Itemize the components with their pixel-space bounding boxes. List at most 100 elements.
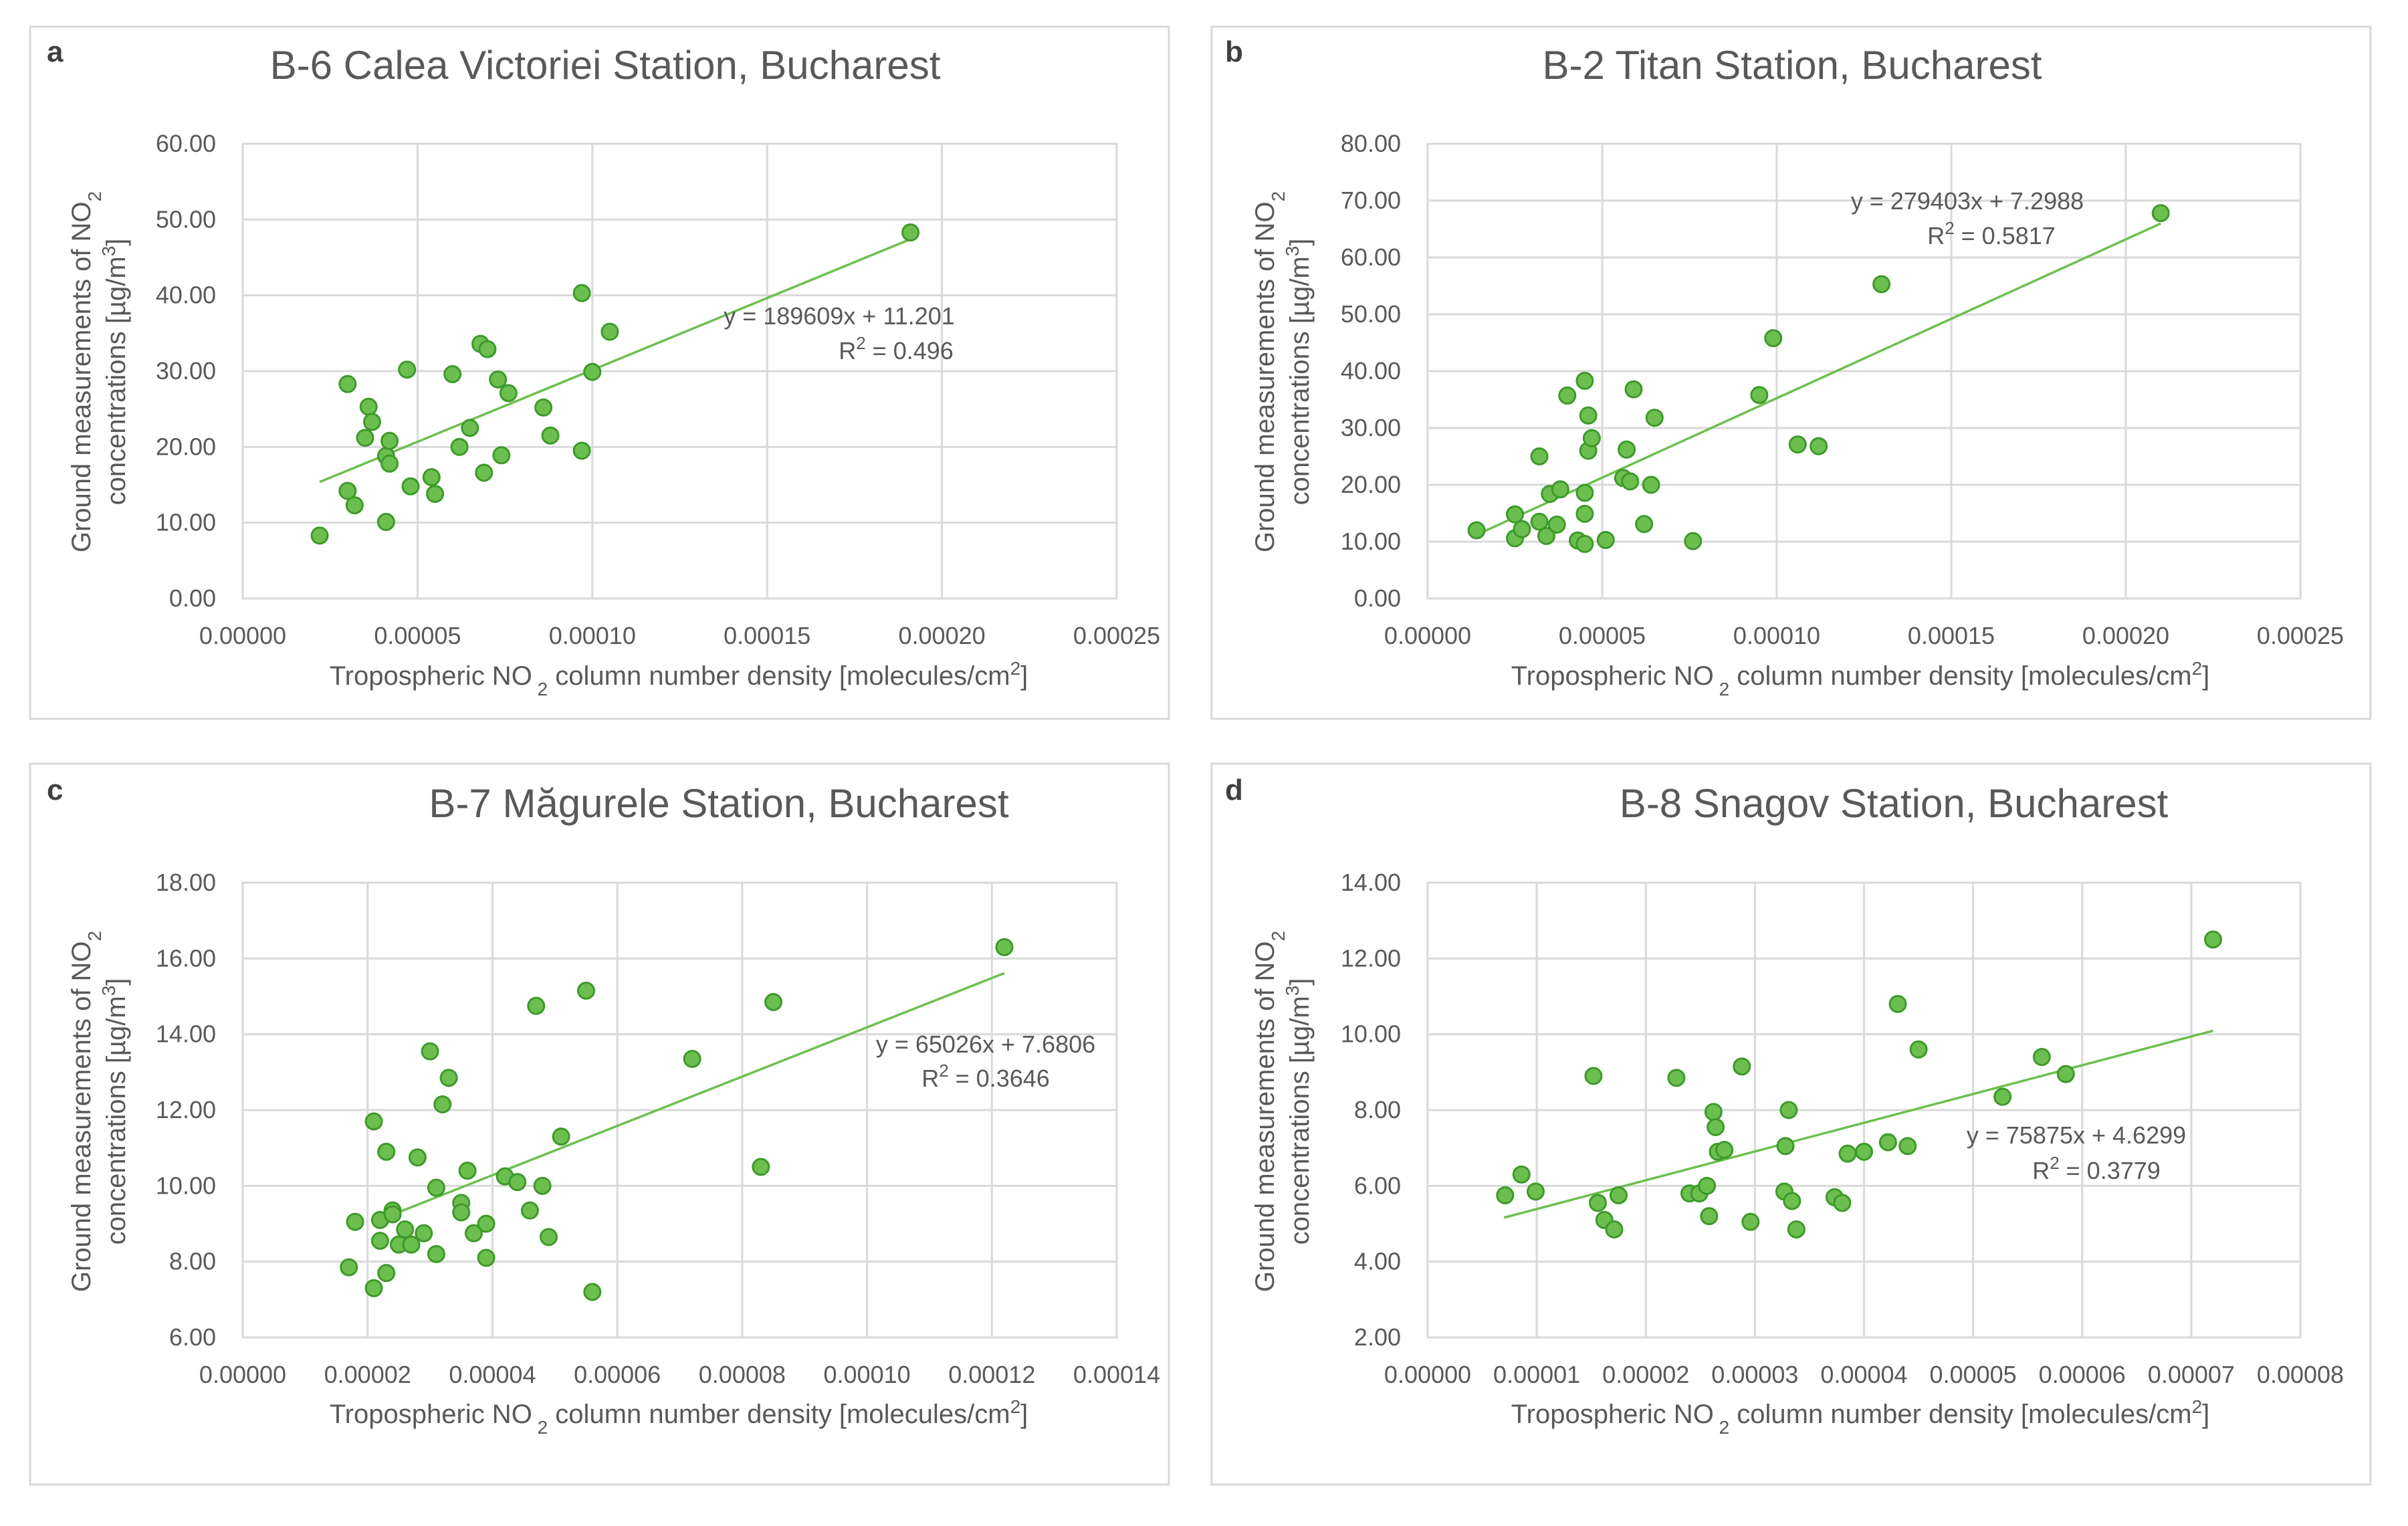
y-tick-label: 10.00 <box>1341 528 1401 555</box>
y-tick-label: 12.00 <box>156 1096 216 1123</box>
y-axis-label-line2: concentrations [µg/m3] <box>98 978 132 1245</box>
data-point <box>340 1258 358 1277</box>
data-point <box>427 1244 445 1263</box>
chart-title: B-7 Măgurele Station, Bucharest <box>429 781 1008 826</box>
x-tick-label: 0.00025 <box>2257 622 2344 649</box>
data-point <box>583 362 602 381</box>
x-tick-label: 0.00010 <box>549 622 636 649</box>
y-tick-label: 50.00 <box>156 205 216 233</box>
data-point <box>477 1248 496 1267</box>
y-axis-label-part: concentrations [µg/m <box>1285 996 1315 1244</box>
data-point <box>1787 1220 1805 1238</box>
x-axis-subscript: 2 <box>1714 1417 1729 1438</box>
data-point <box>380 431 399 450</box>
data-point <box>364 1279 383 1297</box>
data-point <box>2056 1065 2075 1083</box>
y-tick-label: 6.00 <box>169 1323 216 1351</box>
data-point <box>2204 930 2222 949</box>
data-point <box>2151 204 2170 223</box>
data-point <box>1558 387 1577 405</box>
x-axis-subscript: 2 <box>532 679 548 699</box>
data-point <box>426 485 445 504</box>
r2-superscript: 2 <box>939 1061 948 1081</box>
y-tick-label: 16.00 <box>156 944 216 972</box>
data-point <box>310 526 329 545</box>
data-point <box>764 993 783 1011</box>
x-axis-label: Tropospheric NO 2 column number density … <box>1511 658 2210 699</box>
data-point <box>1596 530 1615 549</box>
x-tick-label: 0.00005 <box>1930 1361 2017 1388</box>
data-point <box>1624 380 1643 399</box>
r2-value: = 0.5817 <box>1955 222 2056 249</box>
chart-panel-a: a B-6 Calea Victoriei Station, Bucharest 0… <box>29 25 1170 720</box>
y-axis-label-part: Ground measurements of NO <box>1250 941 1280 1292</box>
data-point <box>534 398 553 417</box>
y-axis-subscript: 2 <box>84 191 105 202</box>
data-point <box>1872 275 1891 294</box>
y-tick-label: 60.00 <box>1341 243 1401 271</box>
data-point <box>1496 1186 1515 1204</box>
data-point <box>346 1212 364 1231</box>
r2-value: = 0.3646 <box>949 1065 1050 1092</box>
panel-frame <box>1210 25 2372 720</box>
data-point <box>1575 534 1594 553</box>
y-tick-label: 0.00 <box>1354 584 1401 612</box>
data-point <box>1764 329 1783 348</box>
y-axis-subscript: 2 <box>1268 191 1289 202</box>
data-point <box>427 1178 445 1197</box>
data-point <box>572 284 591 302</box>
y-axis-label-part: Ground measurements of NO <box>67 201 96 552</box>
y-axis-label-part: ] <box>1285 239 1315 246</box>
data-point <box>1642 475 1660 494</box>
data-point <box>1526 1182 1545 1201</box>
x-axis-label-part: ] <box>1020 661 1028 691</box>
y-tick-label: 80.00 <box>1341 130 1401 157</box>
panel-frame <box>29 762 1170 1486</box>
data-point <box>1530 447 1549 465</box>
x-tick-label: 0.00015 <box>724 622 810 649</box>
data-point <box>1579 406 1598 425</box>
panel-letter: d <box>1225 774 1243 806</box>
data-point <box>356 429 374 447</box>
x-tick-label: 0.00006 <box>574 1361 661 1388</box>
x-axis-superscript: 2 <box>1010 1396 1021 1417</box>
data-point <box>541 426 560 445</box>
y-tick-label: 4.00 <box>1354 1248 1401 1275</box>
data-point <box>995 938 1014 956</box>
data-point <box>1733 1057 1751 1076</box>
r2-superscript: 2 <box>2050 1153 2059 1173</box>
data-point <box>408 1148 427 1167</box>
data-point <box>421 1042 439 1061</box>
x-axis-label: Tropospheric NO 2 column number density … <box>330 658 1028 699</box>
data-point <box>362 413 381 431</box>
trendline <box>379 972 1005 1221</box>
y-tick-label: 10.00 <box>1341 1020 1401 1048</box>
panel-frame <box>1210 762 2372 1486</box>
chart-panel-d: d B-8 Snagov Station, Bucharest 0.00000 0.0… <box>1210 762 2372 1486</box>
y-axis-label-line1: Ground measurements of NO2 <box>67 191 105 552</box>
data-point <box>401 477 420 496</box>
data-point <box>752 1158 770 1176</box>
data-point <box>1838 1144 1857 1163</box>
r2-base: R <box>839 337 856 364</box>
y-tick-label: 50.00 <box>1341 300 1401 328</box>
r-squared-label: R2 = 0.3779 <box>2032 1153 2161 1184</box>
x-axis-label-part: ] <box>2202 661 2209 691</box>
x-axis-subscript: 2 <box>532 1417 548 1438</box>
x-axis-label-part: column number density [molecules/cm <box>548 1400 1010 1429</box>
data-point <box>2032 1048 2051 1067</box>
y-axis-label-line2: concentrations [µg/m3] <box>1282 978 1315 1245</box>
data-point <box>1698 1176 1717 1195</box>
y-axis-label-part: concentrations [µg/m <box>102 256 131 505</box>
y-tick-label: 30.00 <box>1341 414 1401 441</box>
data-point <box>1684 532 1703 550</box>
x-tick-label: 0.00004 <box>449 1361 536 1388</box>
data-point <box>1788 435 1807 454</box>
data-point <box>1645 409 1664 427</box>
data-point <box>1513 520 1531 538</box>
x-tick-label: 0.00010 <box>1733 622 1820 649</box>
data-point <box>433 1095 452 1113</box>
plot-area <box>1426 881 2302 1339</box>
data-point <box>489 370 508 389</box>
